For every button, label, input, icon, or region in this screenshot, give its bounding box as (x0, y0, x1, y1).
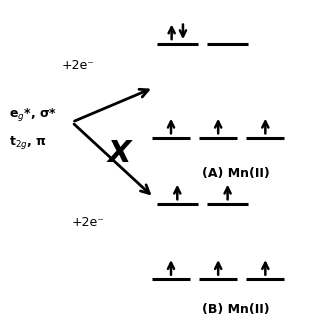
Text: (A) Mn(II): (A) Mn(II) (202, 167, 269, 180)
Text: +2e⁻: +2e⁻ (71, 216, 104, 229)
Text: t$_{2g}$, π: t$_{2g}$, π (9, 134, 47, 151)
Text: X: X (108, 139, 131, 168)
Text: +2e⁻: +2e⁻ (62, 59, 95, 72)
Text: (B) Mn(II): (B) Mn(II) (202, 302, 269, 316)
Text: e$_{g}$*, σ*: e$_{g}$*, σ* (9, 106, 57, 123)
